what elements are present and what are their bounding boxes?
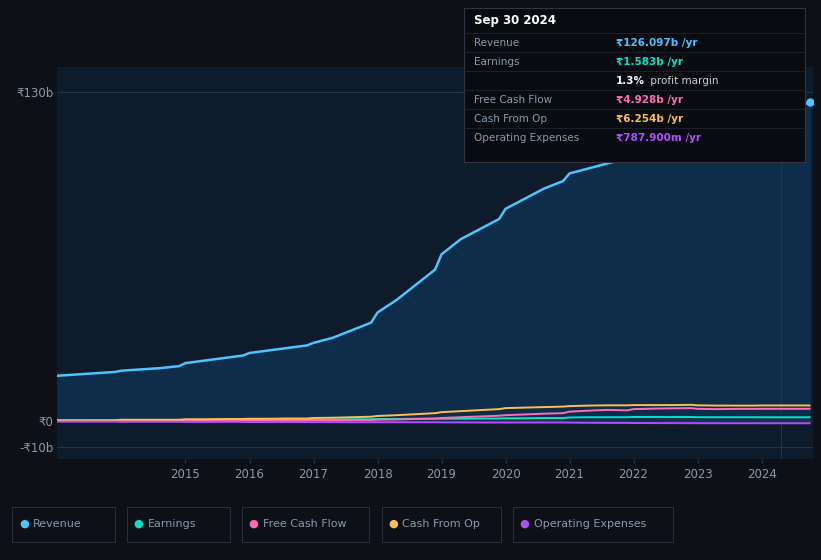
Text: Cash From Op: Cash From Op <box>402 519 480 529</box>
Text: Sep 30 2024: Sep 30 2024 <box>474 14 556 27</box>
Text: profit margin: profit margin <box>647 76 718 86</box>
Text: ₹6.254b /yr: ₹6.254b /yr <box>616 114 683 124</box>
Text: Operating Expenses: Operating Expenses <box>474 133 579 143</box>
Text: ●: ● <box>134 519 144 529</box>
Text: ₹1.583b /yr: ₹1.583b /yr <box>616 57 683 67</box>
Text: ●: ● <box>19 519 29 529</box>
Text: ₹126.097b /yr: ₹126.097b /yr <box>616 38 697 48</box>
Text: Earnings: Earnings <box>474 57 519 67</box>
Text: Free Cash Flow: Free Cash Flow <box>474 95 552 105</box>
Text: ●: ● <box>520 519 530 529</box>
Text: Free Cash Flow: Free Cash Flow <box>263 519 346 529</box>
Text: Earnings: Earnings <box>148 519 196 529</box>
Text: ₹787.900m /yr: ₹787.900m /yr <box>616 133 701 143</box>
Text: Revenue: Revenue <box>33 519 81 529</box>
Text: Cash From Op: Cash From Op <box>474 114 547 124</box>
Text: ₹4.928b /yr: ₹4.928b /yr <box>616 95 683 105</box>
Text: Operating Expenses: Operating Expenses <box>534 519 646 529</box>
Text: Revenue: Revenue <box>474 38 519 48</box>
Text: ●: ● <box>388 519 398 529</box>
Text: 1.3%: 1.3% <box>616 76 644 86</box>
Text: ●: ● <box>249 519 259 529</box>
